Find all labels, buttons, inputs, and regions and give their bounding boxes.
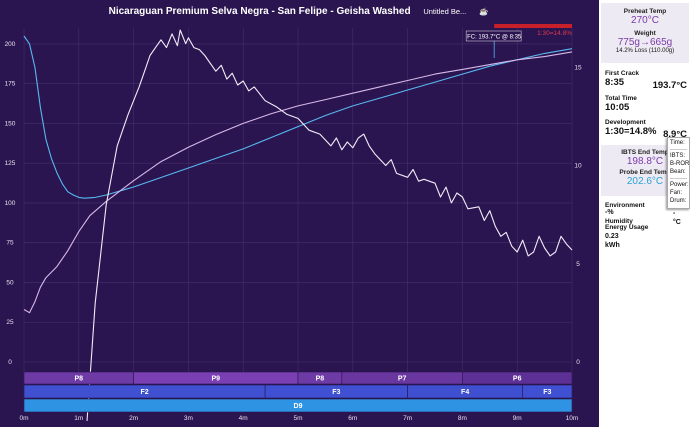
y-left-tick-label: 25	[6, 319, 14, 326]
first-crack-label: First Crack	[605, 70, 639, 77]
first-crack-temp: 193.7°C	[652, 80, 687, 91]
phase-segment-label: F4	[461, 389, 469, 396]
environment-label: Environment	[605, 202, 645, 209]
first-crack-time: 8:35	[605, 77, 625, 88]
weight-value: 775g→665g	[617, 37, 673, 48]
phase-segment-label: P8	[75, 376, 84, 383]
series-line-1	[23, 51, 573, 314]
y-left-tick-label: 75	[6, 240, 14, 247]
chart-title: Nicaraguan Premium Selva Negra - San Fel…	[0, 6, 597, 17]
preheat-weight-box: Preheat Temp 270°C Weight 775g→665g 14.2…	[601, 3, 689, 63]
tooltip-time: Time:	[670, 140, 685, 146]
x-tick-label: 3m	[184, 415, 193, 422]
environment-unit: °C	[673, 219, 681, 226]
y-left-tick-label: 150	[5, 120, 16, 127]
y-left-tick-label: 200	[5, 41, 16, 48]
phase-segment	[23, 398, 573, 413]
series-line-0	[23, 35, 573, 199]
total-time-row: Total Time 10:05	[605, 95, 687, 117]
x-tick-label: 5m	[293, 415, 302, 422]
phase-segment-label: P6	[513, 376, 522, 383]
environment-row: Environment -% - °C Humidity Energy Usag…	[605, 202, 687, 250]
weight-loss: 14.2% Loss (110.00g)	[615, 48, 675, 54]
y-left-tick-label: 125	[5, 160, 16, 167]
phase-segment-label: P8	[316, 376, 325, 383]
tooltip-ibts: IBTS:	[670, 149, 687, 160]
x-tick-label: 0m	[19, 415, 28, 422]
development-row: Development 1:30=14.8% 8.9°C	[605, 119, 687, 141]
roast-summary-panel: Preheat Temp 270°C Weight 775g→665g 14.2…	[599, 0, 690, 427]
development-value: 1:30=14.8%	[605, 126, 657, 137]
first-crack-label-box	[465, 30, 522, 42]
hover-tooltip: Time: IBTS: B-ROR Bean: Power: Fan: Drum…	[667, 137, 690, 209]
x-tick-label: 8m	[458, 415, 467, 422]
development-label: Development	[605, 119, 646, 126]
environment-value: -%	[605, 209, 614, 216]
humidity-label: Humidity	[605, 218, 633, 225]
roast-title: Nicaraguan Premium Selva Negra - San Fel…	[108, 6, 411, 17]
phase-segment-label: P7	[398, 376, 407, 383]
phase-segment	[522, 384, 573, 399]
total-time-label: Total Time	[605, 95, 637, 102]
energy-unit: kWh	[605, 242, 620, 249]
x-tick-label: 2m	[129, 415, 138, 422]
y-right-tick-label: 0	[576, 359, 580, 366]
y-left-tick-label: 0	[8, 359, 12, 366]
preheat-label: Preheat Temp	[623, 8, 667, 15]
y-right-tick-label: 10	[574, 163, 582, 170]
first-crack-label: FC: 193.7°C @ 8:35	[467, 35, 522, 41]
probe-end-label: Probe End Temp	[619, 169, 671, 176]
development-bar	[494, 24, 572, 28]
roast-chart-panel: 0m 1m 2m 3m 4m 5m 6m 7m 8m 9m 10m 0 25 50 75 100 125 150 1…	[0, 0, 597, 427]
tooltip-fan: Fan:	[670, 190, 683, 196]
phase-segment-label: F2	[140, 389, 148, 396]
energy-label: Energy Usage	[605, 224, 649, 231]
probe-end-value: 202.6°C	[626, 176, 664, 187]
roast-chart[interactable]: 0m 1m 2m 3m 4m 5m 6m 7m 8m 9m 10m02550751001251501…	[0, 0, 597, 427]
series-line-2	[86, 29, 573, 421]
development-extra: 8.9°C	[663, 129, 687, 140]
total-time-value: 10:05	[605, 102, 630, 113]
phase-segment	[462, 371, 573, 385]
tooltip-bean: Bean:	[670, 169, 686, 175]
y-left-tick-label: 100	[5, 200, 16, 207]
energy-value: 0.23	[605, 233, 619, 240]
coffee-cup-icon[interactable]: ☕	[479, 7, 489, 16]
y-right-tick-label: 5	[576, 261, 580, 268]
phase-segment-label: P9	[212, 376, 221, 383]
tooltip-ror: B-ROR	[670, 161, 690, 167]
y-left-tick-label: 175	[5, 81, 16, 88]
tooltip-power: Power:	[670, 178, 689, 189]
x-tick-label: 7m	[403, 415, 412, 422]
y-right-tick-label: 15	[574, 64, 582, 71]
ibts-end-label: IBTS End Temp	[621, 149, 669, 156]
tooltip-drum: Drum:	[670, 198, 687, 204]
x-tick-label: 9m	[513, 415, 522, 422]
roast-subtitle[interactable]: Untitled Be...	[423, 7, 467, 16]
x-tick-label: 1m	[74, 415, 83, 422]
phase-segment-label: D9	[294, 403, 303, 410]
x-tick-label: 6m	[348, 415, 357, 422]
environment-dash: -	[673, 210, 676, 217]
weight-label: Weight	[634, 30, 656, 37]
preheat-value: 270°C	[631, 15, 659, 26]
phase-segment-label: F3	[543, 389, 551, 396]
y-left-tick-label: 50	[6, 279, 14, 286]
first-crack-row: First Crack 8:35 193.7°C	[605, 70, 687, 92]
development-label: 1:30=14.8%	[537, 30, 572, 37]
x-tick-label: 4m	[239, 415, 248, 422]
ibts-end-value: 198.8°C	[626, 156, 664, 167]
x-tick-label: 10m	[566, 415, 579, 422]
phase-segment-label: F3	[332, 389, 340, 396]
